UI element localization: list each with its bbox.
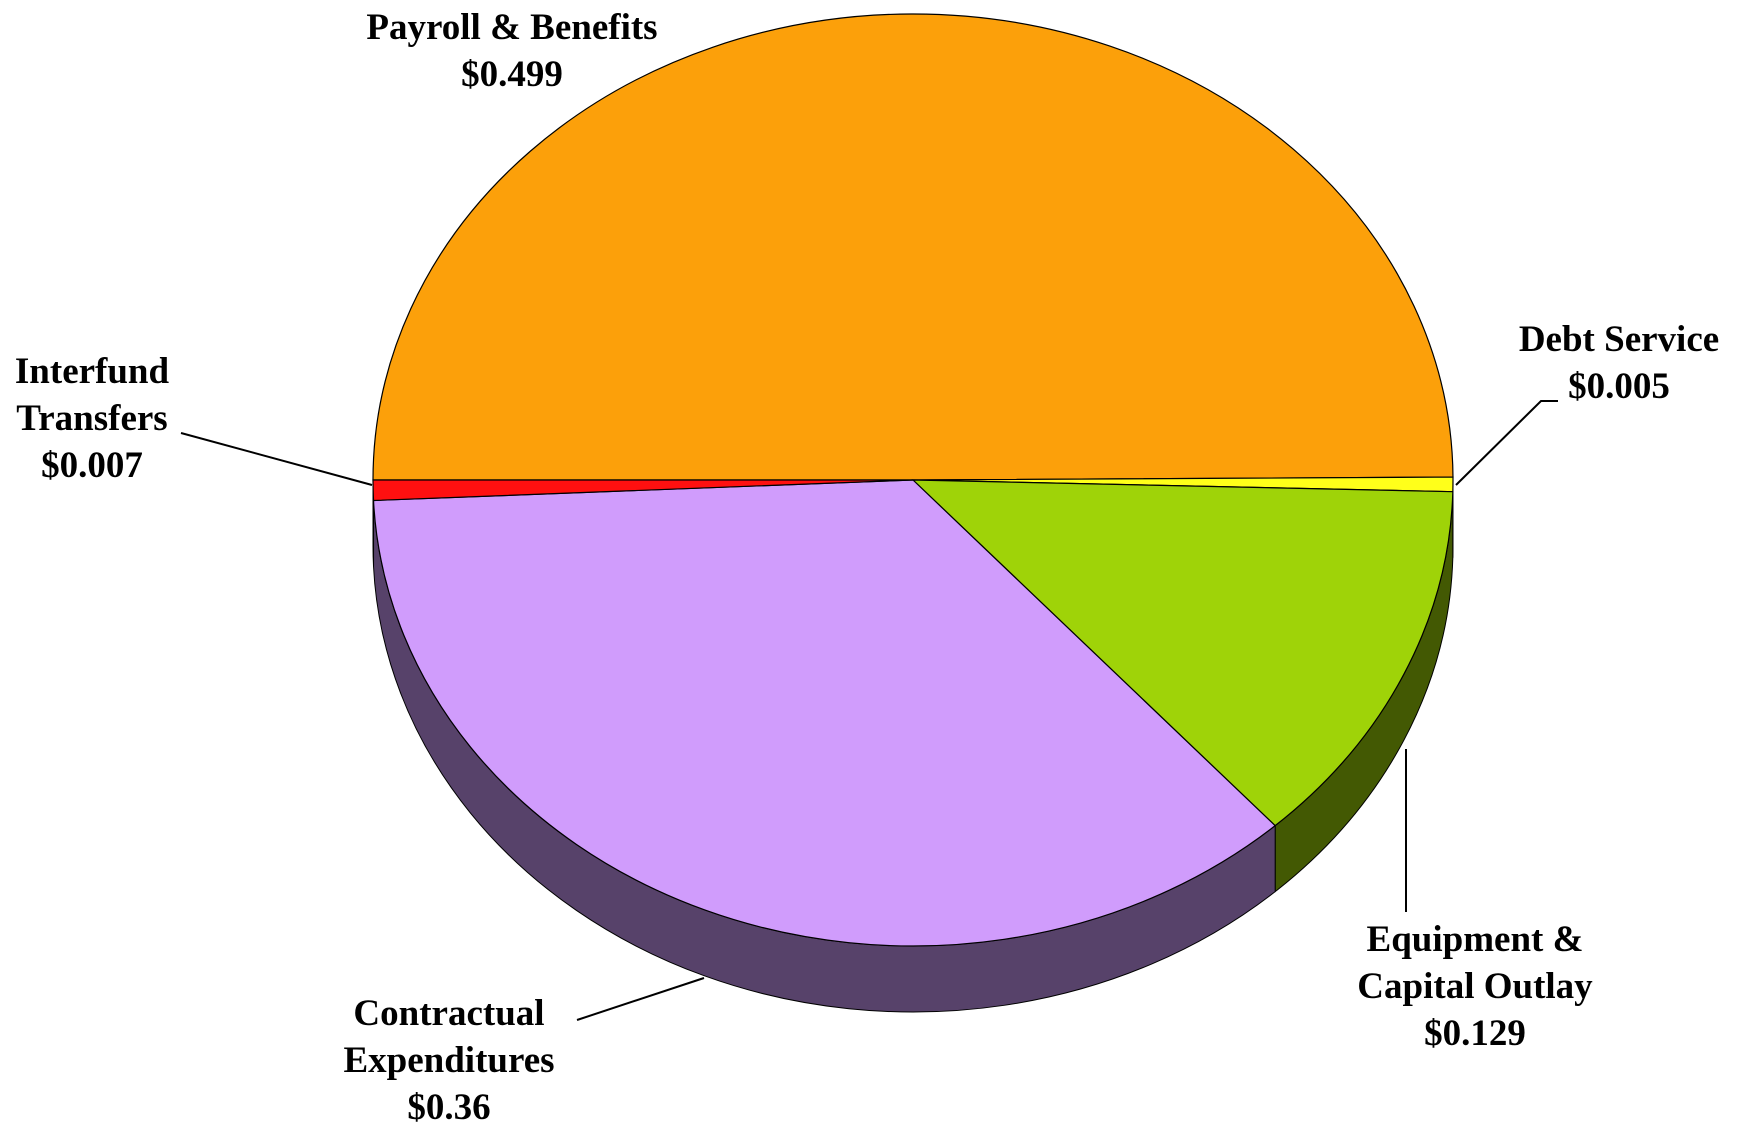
slice-label: Interfund Transfers $0.007: [0, 348, 197, 489]
slice-label: Debt Service $0.005: [1484, 316, 1739, 410]
pie-slice: [911, 479, 1454, 827]
pie-slice: [372, 13, 1454, 481]
pie-slice: [372, 479, 1277, 947]
leader-line: [180, 432, 373, 486]
pie-slice: [372, 479, 914, 502]
category-label: Equipment & Capital Outlay: [1357, 919, 1593, 1007]
leader-line: [576, 977, 705, 1021]
value-label: $0.36: [407, 1087, 491, 1128]
category-label: Payroll & Benefits: [366, 7, 658, 48]
slice-label: Payroll & Benefits $0.499: [302, 4, 722, 98]
category-label: Debt Service: [1518, 319, 1720, 360]
value-label: $0.499: [461, 54, 563, 95]
slice-label: Contractual Expenditures $0.36: [319, 990, 579, 1128]
value-label: $0.005: [1568, 366, 1670, 407]
value-label: $0.007: [41, 445, 143, 486]
value-label: $0.129: [1424, 1013, 1526, 1054]
leader-line: [1455, 400, 1558, 486]
category-label: Contractual Expenditures: [343, 993, 555, 1081]
slice-label: Equipment & Capital Outlay $0.129: [1325, 916, 1625, 1057]
category-label: Interfund Transfers: [14, 351, 170, 439]
